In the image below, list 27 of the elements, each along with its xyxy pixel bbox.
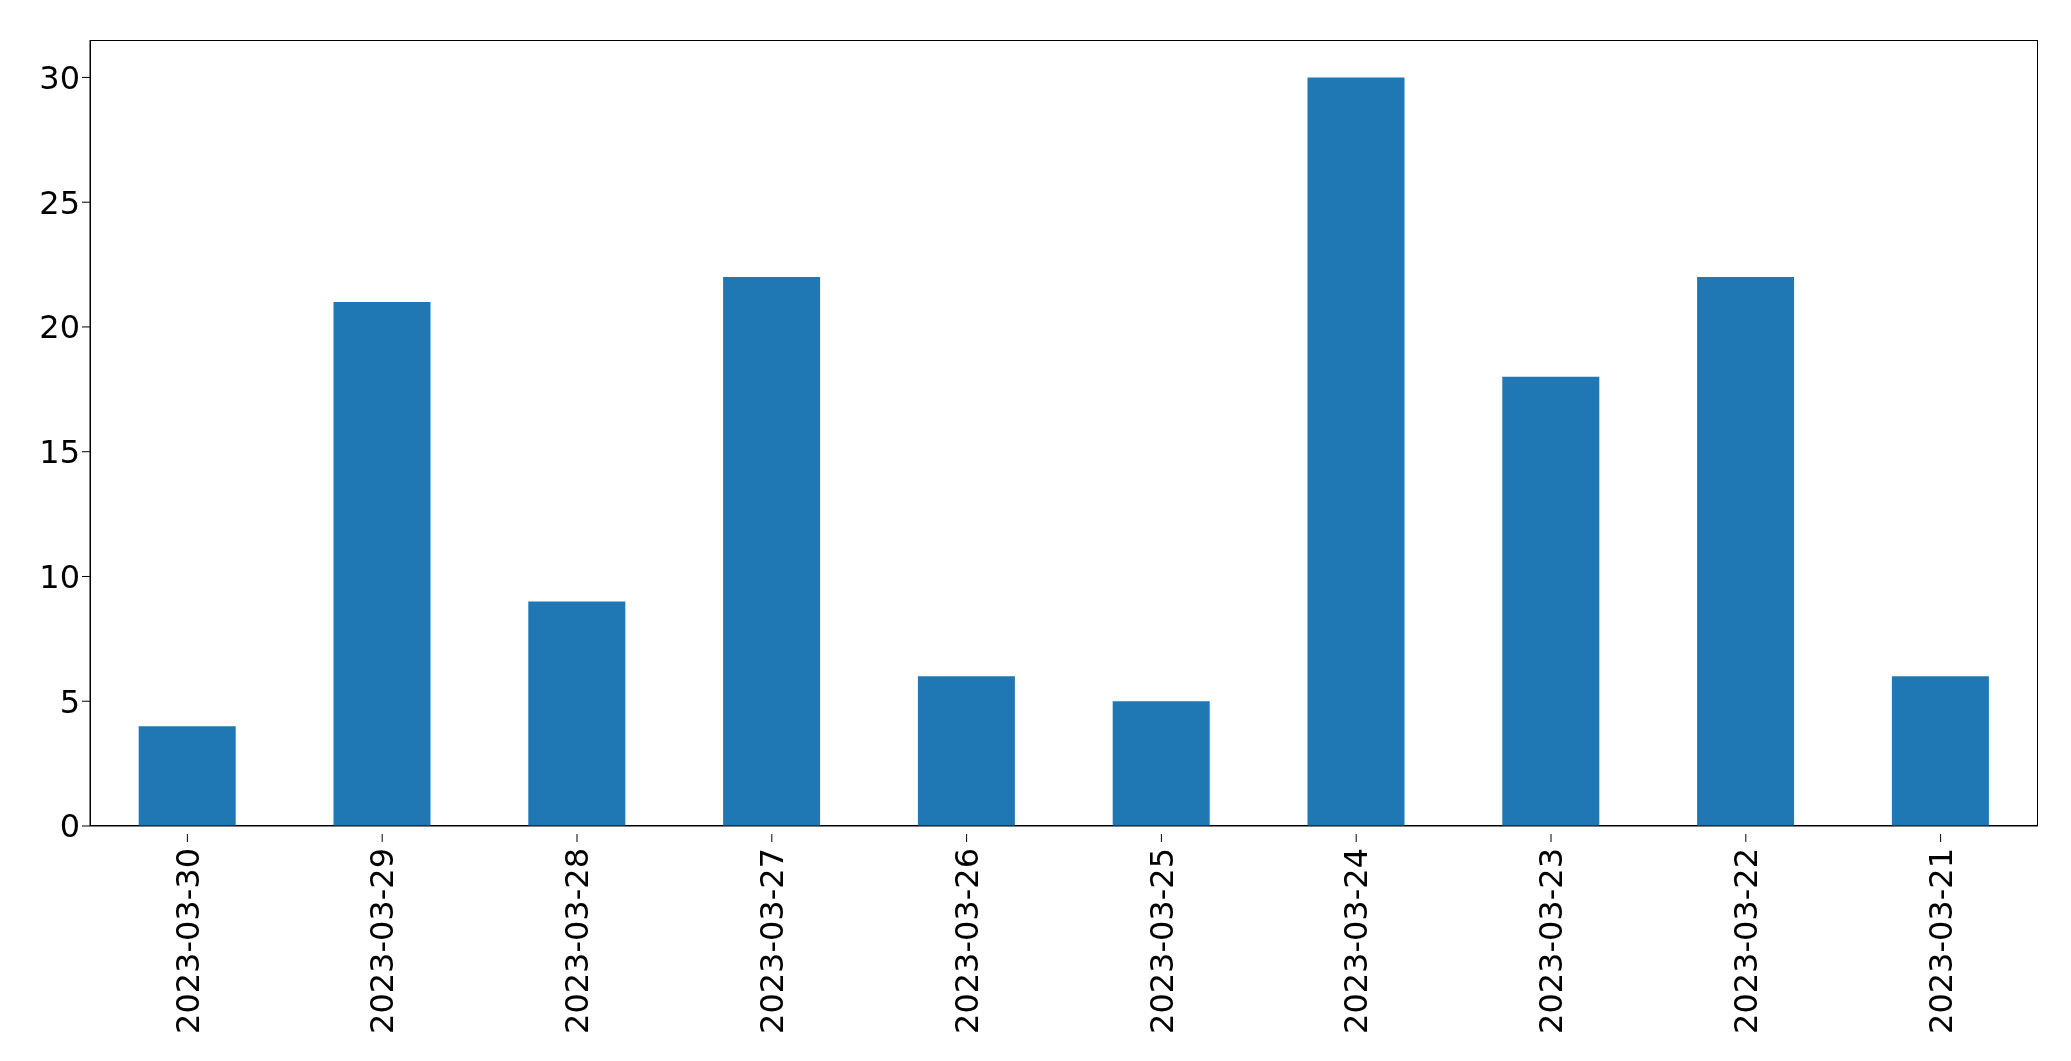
bar — [917, 676, 1015, 826]
x-tick-label: 2023-03-25 — [1142, 848, 1181, 1034]
bar — [1697, 277, 1795, 826]
x-tick-label: 2023-03-29 — [363, 848, 402, 1034]
y-tick-label: 5 — [59, 682, 80, 721]
bar — [1891, 676, 1989, 826]
bar — [138, 726, 236, 826]
bar — [723, 277, 821, 826]
bar — [333, 302, 431, 826]
x-tick-label: 2023-03-23 — [1532, 848, 1571, 1034]
bar — [1307, 77, 1405, 826]
y-tick-label: 0 — [59, 807, 80, 846]
x-tick-label: 2023-03-30 — [168, 848, 207, 1034]
y-tick-label: 10 — [39, 557, 80, 596]
x-tick-label: 2023-03-24 — [1337, 848, 1376, 1034]
x-tick-label: 2023-03-22 — [1727, 848, 1765, 1034]
x-tick-label: 2023-03-27 — [753, 848, 791, 1034]
bar — [528, 601, 626, 826]
x-tick-label: 2023-03-28 — [558, 848, 597, 1034]
bar — [1502, 376, 1600, 826]
x-tick-label: 2023-03-21 — [1921, 848, 1960, 1034]
bar — [1112, 701, 1210, 826]
y-tick-label: 30 — [39, 58, 80, 97]
y-tick-label: 20 — [39, 308, 80, 347]
y-tick-label: 15 — [39, 433, 80, 472]
y-tick-label: 25 — [39, 183, 80, 222]
x-tick-label: 2023-03-26 — [947, 848, 986, 1034]
